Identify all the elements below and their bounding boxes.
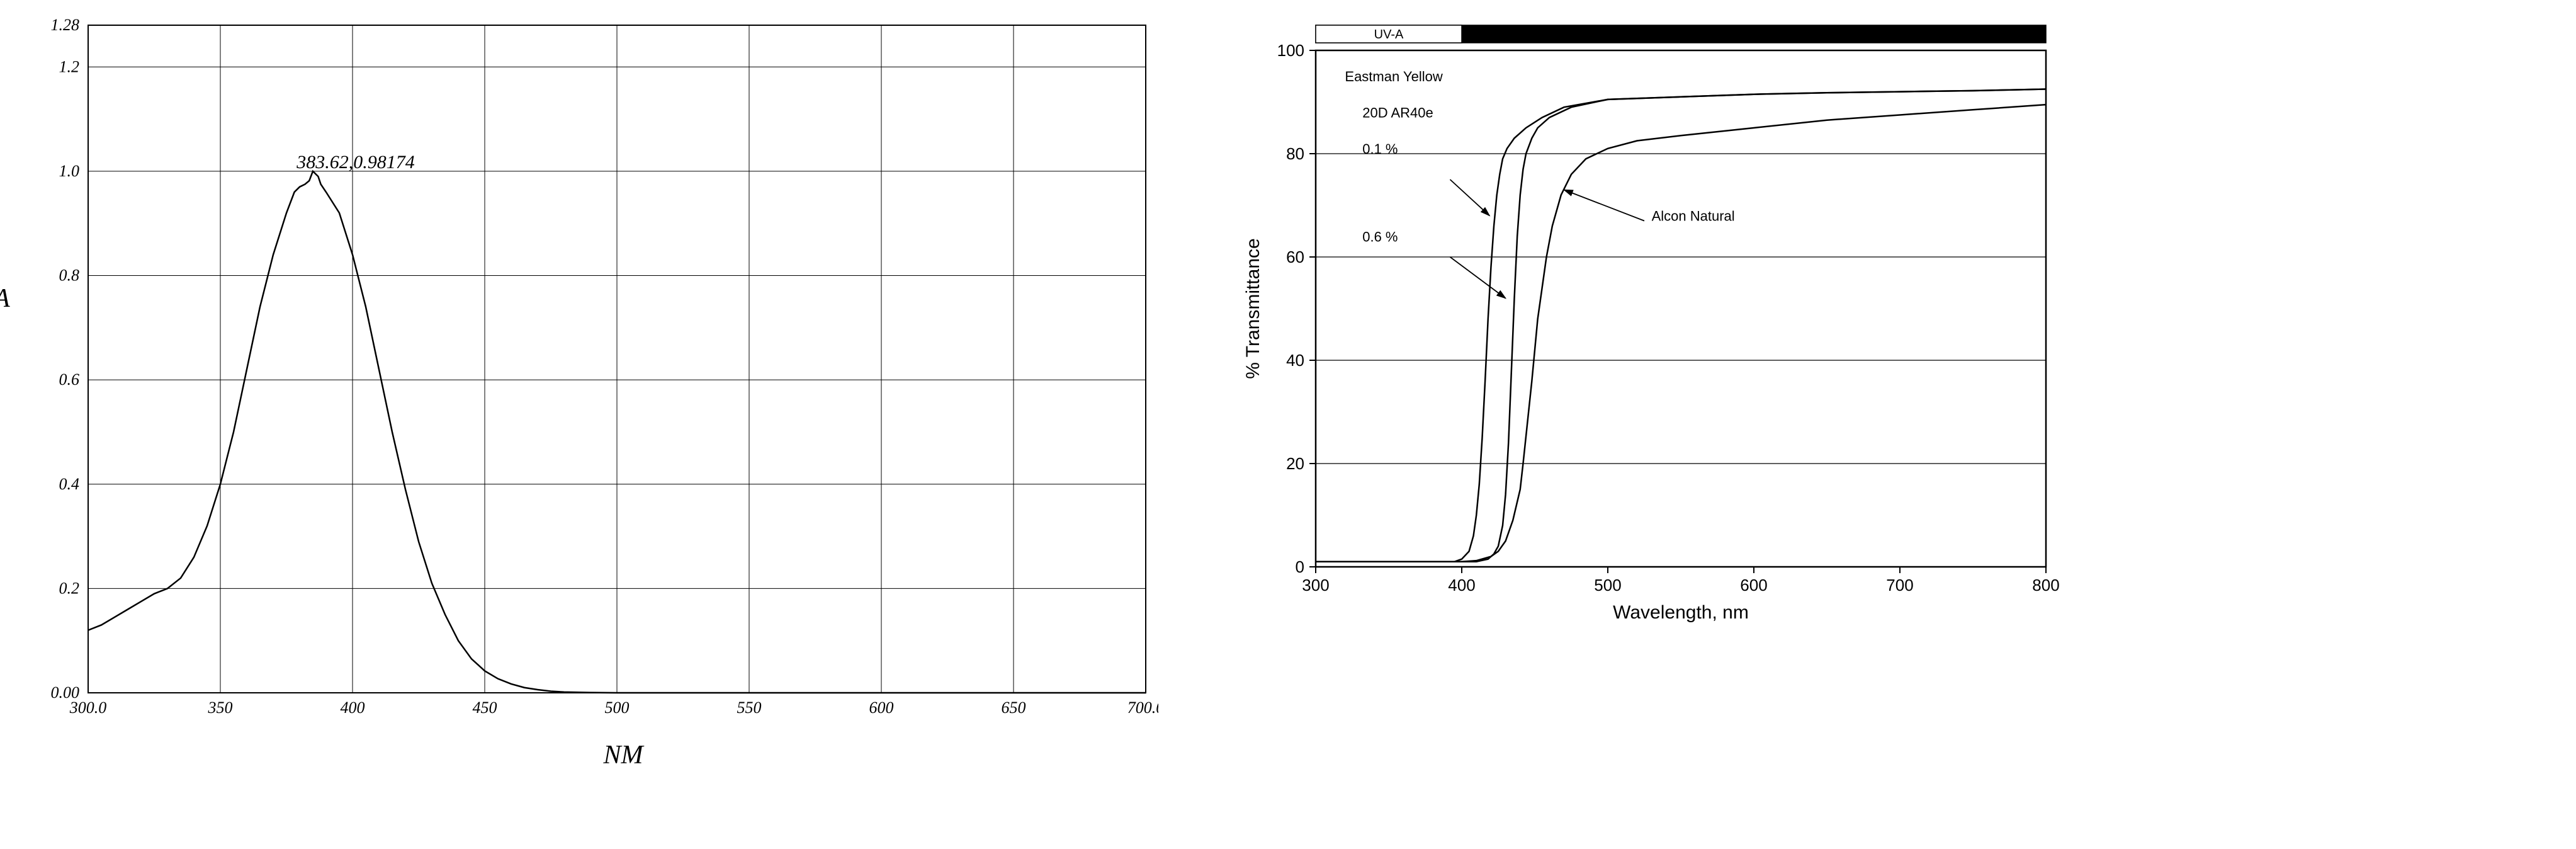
label-eastman: Eastman Yellow (1345, 69, 1442, 84)
right-x-tick: 700 (1886, 576, 1913, 595)
left-y-tick: 1.28 (51, 16, 80, 34)
right-y-tick: 40 (1286, 351, 1304, 370)
left-x-tick: 600 (869, 698, 894, 717)
left-x-tick: 400 (341, 698, 365, 717)
left-y-tick: 1.2 (59, 57, 80, 76)
left-y-tick: 1.0 (59, 162, 80, 180)
left-x-tick: 700.0 (1127, 698, 1158, 717)
right-x-tick: 400 (1448, 576, 1475, 595)
left-y-tick: 0.00 (51, 683, 80, 702)
left-y-tick: 0.2 (59, 579, 80, 597)
right-x-tick: 300 (1302, 576, 1329, 595)
left-x-tick: 650 (1002, 698, 1026, 717)
label-ar40e: 20D AR40e (1362, 105, 1433, 121)
right-y-tick: 100 (1277, 41, 1304, 60)
right-x-tick: 800 (2032, 576, 2059, 595)
label-06pct: 0.6 % (1362, 229, 1398, 244)
left-chart-svg: 300.0350400450500550600650700.00.000.20.… (13, 13, 1158, 737)
label-01pct: 0.1 % (1362, 141, 1398, 157)
right-y-tick: 20 (1286, 454, 1304, 473)
left-y-tick: 0.8 (59, 266, 80, 285)
right-y-tick: 0 (1296, 557, 1304, 576)
right-y-tick: 60 (1286, 248, 1304, 266)
left-x-axis-label: NM (88, 740, 1158, 770)
right-y-tick: 80 (1286, 144, 1304, 163)
label-alcon: Alcon Natural (1652, 208, 1735, 224)
left-y-axis-label: A (0, 283, 10, 314)
left-x-tick: 550 (737, 698, 762, 717)
left-chart-container: A 300.0350400450500550600650700.00.000.2… (13, 13, 1158, 770)
left-y-tick: 0.4 (59, 475, 80, 493)
uv-band-label: UV-A (1374, 28, 1404, 42)
right-x-tick: 500 (1594, 576, 1621, 595)
right-chart-svg: UV-A 0 20 40 60 80 100 300 400 500 600 700 800 Eastma… (1234, 13, 2065, 636)
peak-annotation: 383.62,0.98174 (296, 152, 414, 173)
left-x-tick: 500 (605, 698, 630, 717)
left-x-tick: 350 (208, 698, 233, 717)
right-x-axis-label: Wavelength, nm (1613, 602, 1749, 623)
left-y-tick: 0.6 (59, 370, 80, 389)
right-chart-container: UV-A 0 20 40 60 80 100 300 400 500 600 700 800 Eastma… (1234, 13, 2065, 636)
left-x-tick: 450 (473, 698, 497, 717)
right-x-tick: 600 (1740, 576, 1767, 595)
right-y-axis-label: % Transmittance (1243, 238, 1263, 379)
